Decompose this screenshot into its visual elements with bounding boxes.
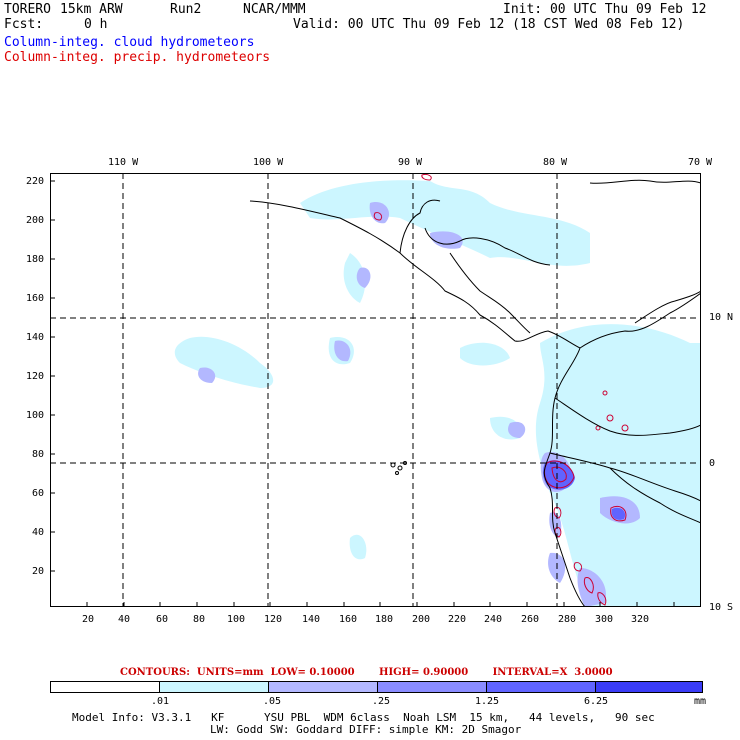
y-tick: 160 bbox=[26, 293, 45, 304]
colorbar-segment bbox=[50, 681, 160, 693]
colorbar-label: .05 bbox=[263, 696, 282, 707]
y-tick: 180 bbox=[26, 254, 45, 265]
run-name: Run2 bbox=[170, 2, 202, 17]
y-tick: 140 bbox=[26, 332, 45, 343]
x-tick: 240 bbox=[484, 614, 503, 625]
y-tick: 120 bbox=[26, 371, 45, 382]
latlon-grid bbox=[50, 173, 701, 607]
colorbar-label: 1.25 bbox=[475, 696, 500, 707]
lat-label-10s: 10 S bbox=[709, 602, 734, 613]
x-tick: 300 bbox=[595, 614, 614, 625]
x-tick: 200 bbox=[412, 614, 431, 625]
lon-label-90w: 90 W bbox=[398, 157, 423, 168]
x-tick: 180 bbox=[375, 614, 394, 625]
precip-core bbox=[542, 460, 626, 520]
x-tick: 80 bbox=[193, 614, 206, 625]
x-tick: 160 bbox=[339, 614, 358, 625]
init-time: Init: 00 UTC Thu 09 Feb 12 bbox=[503, 2, 707, 17]
y-tick: 220 bbox=[26, 176, 45, 187]
grid-resolution: 15km ARW bbox=[60, 2, 123, 17]
field-cloud-title: Column-integ. cloud hydrometeors bbox=[4, 35, 255, 50]
colorbar-label: .25 bbox=[372, 696, 391, 707]
y-tick: 60 bbox=[32, 488, 45, 499]
x-tick: 60 bbox=[156, 614, 169, 625]
colorbar-segment bbox=[159, 681, 269, 693]
x-tick: 20 bbox=[82, 614, 95, 625]
lon-label-100w: 100 W bbox=[253, 157, 284, 168]
y-tick: 20 bbox=[32, 566, 45, 577]
valid-time: Valid: 00 UTC Thu 09 Feb 12 (18 CST Wed … bbox=[293, 17, 685, 32]
x-tick: 40 bbox=[118, 614, 131, 625]
organization: NCAR/MMM bbox=[243, 2, 306, 17]
lon-label-110w: 110 W bbox=[108, 157, 139, 168]
colorbar-label: .01 bbox=[151, 696, 170, 707]
y-tick: 100 bbox=[26, 410, 45, 421]
axis-ticks bbox=[50, 180, 675, 607]
y-tick: 80 bbox=[32, 449, 45, 460]
colorbar-segment bbox=[268, 681, 378, 693]
colorbar-segment bbox=[595, 681, 703, 693]
x-tick: 220 bbox=[448, 614, 467, 625]
field-precip-title: Column-integ. precip. hydrometeors bbox=[4, 50, 271, 65]
model-info-line2: LW: Godd SW: Goddard DIFF: simple KM: 2D… bbox=[210, 723, 522, 736]
map-frame bbox=[50, 173, 701, 607]
x-tick: 120 bbox=[264, 614, 283, 625]
contour-info: CONTOURS: UNITS=mm LOW= 0.10000 HIGH= 0.… bbox=[120, 667, 613, 678]
y-tick: 40 bbox=[32, 527, 45, 538]
x-tick: 100 bbox=[227, 614, 246, 625]
x-tick: 140 bbox=[302, 614, 321, 625]
y-tick: 200 bbox=[26, 215, 45, 226]
model-info-line1: Model Info: V3.3.1 KF YSU PBL WDM 6class… bbox=[72, 711, 655, 724]
x-tick: 260 bbox=[521, 614, 540, 625]
forecast-hour: 0 h bbox=[84, 17, 108, 32]
precip-contours bbox=[373, 174, 629, 606]
coastlines bbox=[249, 179, 701, 607]
model-name: TORERO bbox=[4, 2, 51, 17]
forecast-label: Fcst: bbox=[4, 17, 44, 32]
galapagos-islands bbox=[390, 461, 407, 475]
x-tick: 320 bbox=[631, 614, 650, 625]
colorbar-unit: mm bbox=[694, 696, 707, 707]
map-panel bbox=[50, 173, 701, 607]
x-tick: 280 bbox=[558, 614, 577, 625]
lat-label-10n: 10 N bbox=[709, 312, 734, 323]
lon-label-70w: 70 W bbox=[688, 157, 713, 168]
lon-label-80w: 80 W bbox=[543, 157, 568, 168]
lat-label-0: 0 bbox=[709, 458, 716, 469]
colorbar-label: 6.25 bbox=[584, 696, 609, 707]
colorbar-segment bbox=[486, 681, 596, 693]
colorbar-segment bbox=[377, 681, 487, 693]
